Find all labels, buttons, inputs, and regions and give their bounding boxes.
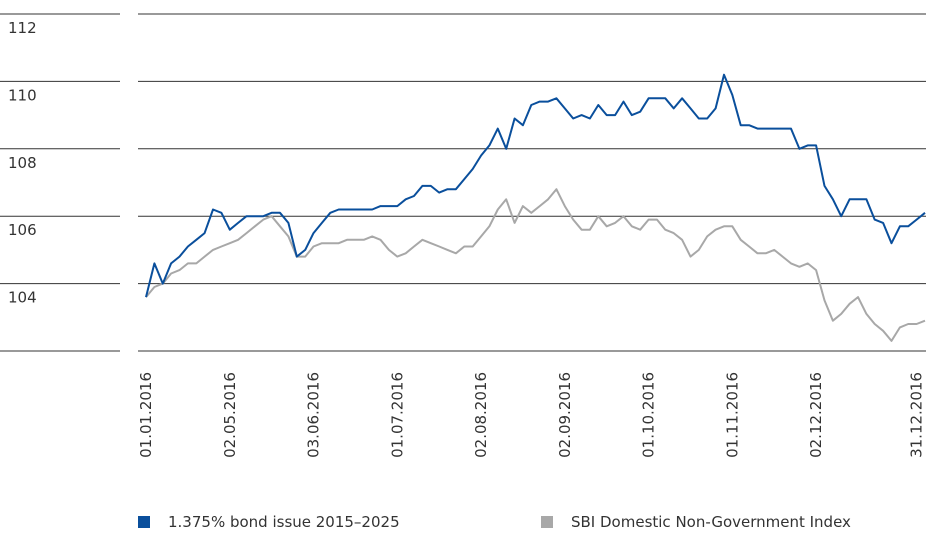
legend-label: 1.375% bond issue 2015–2025 xyxy=(168,513,400,531)
y-tick-label: 110 xyxy=(8,86,37,104)
legend-label: SBI Domestic Non-Government Index xyxy=(571,513,851,531)
x-tick-label: 02.05.2016 xyxy=(221,372,239,458)
y-tick-label: 112 xyxy=(8,19,37,37)
x-tick-label: 31.12.2016 xyxy=(908,372,926,458)
y-tick-label: 108 xyxy=(8,154,37,172)
legend-swatch xyxy=(541,516,553,528)
x-tick-label: 01.11.2016 xyxy=(723,372,741,458)
x-tick-label: 02.08.2016 xyxy=(472,372,490,458)
x-tick-label: 03.06.2016 xyxy=(305,372,323,458)
x-tick-label: 01.07.2016 xyxy=(388,372,406,458)
legend-swatch xyxy=(138,516,150,528)
x-tick-label: 01.01.2016 xyxy=(137,372,155,458)
x-tick-label: 02.09.2016 xyxy=(556,372,574,458)
y-tick-label: 106 xyxy=(8,221,37,239)
series-line xyxy=(145,188,926,342)
series-line xyxy=(145,73,926,298)
x-tick-label: 01.10.2016 xyxy=(640,372,658,458)
y-tick-label: 104 xyxy=(8,289,37,307)
x-tick-label: 02.12.2016 xyxy=(807,372,825,458)
